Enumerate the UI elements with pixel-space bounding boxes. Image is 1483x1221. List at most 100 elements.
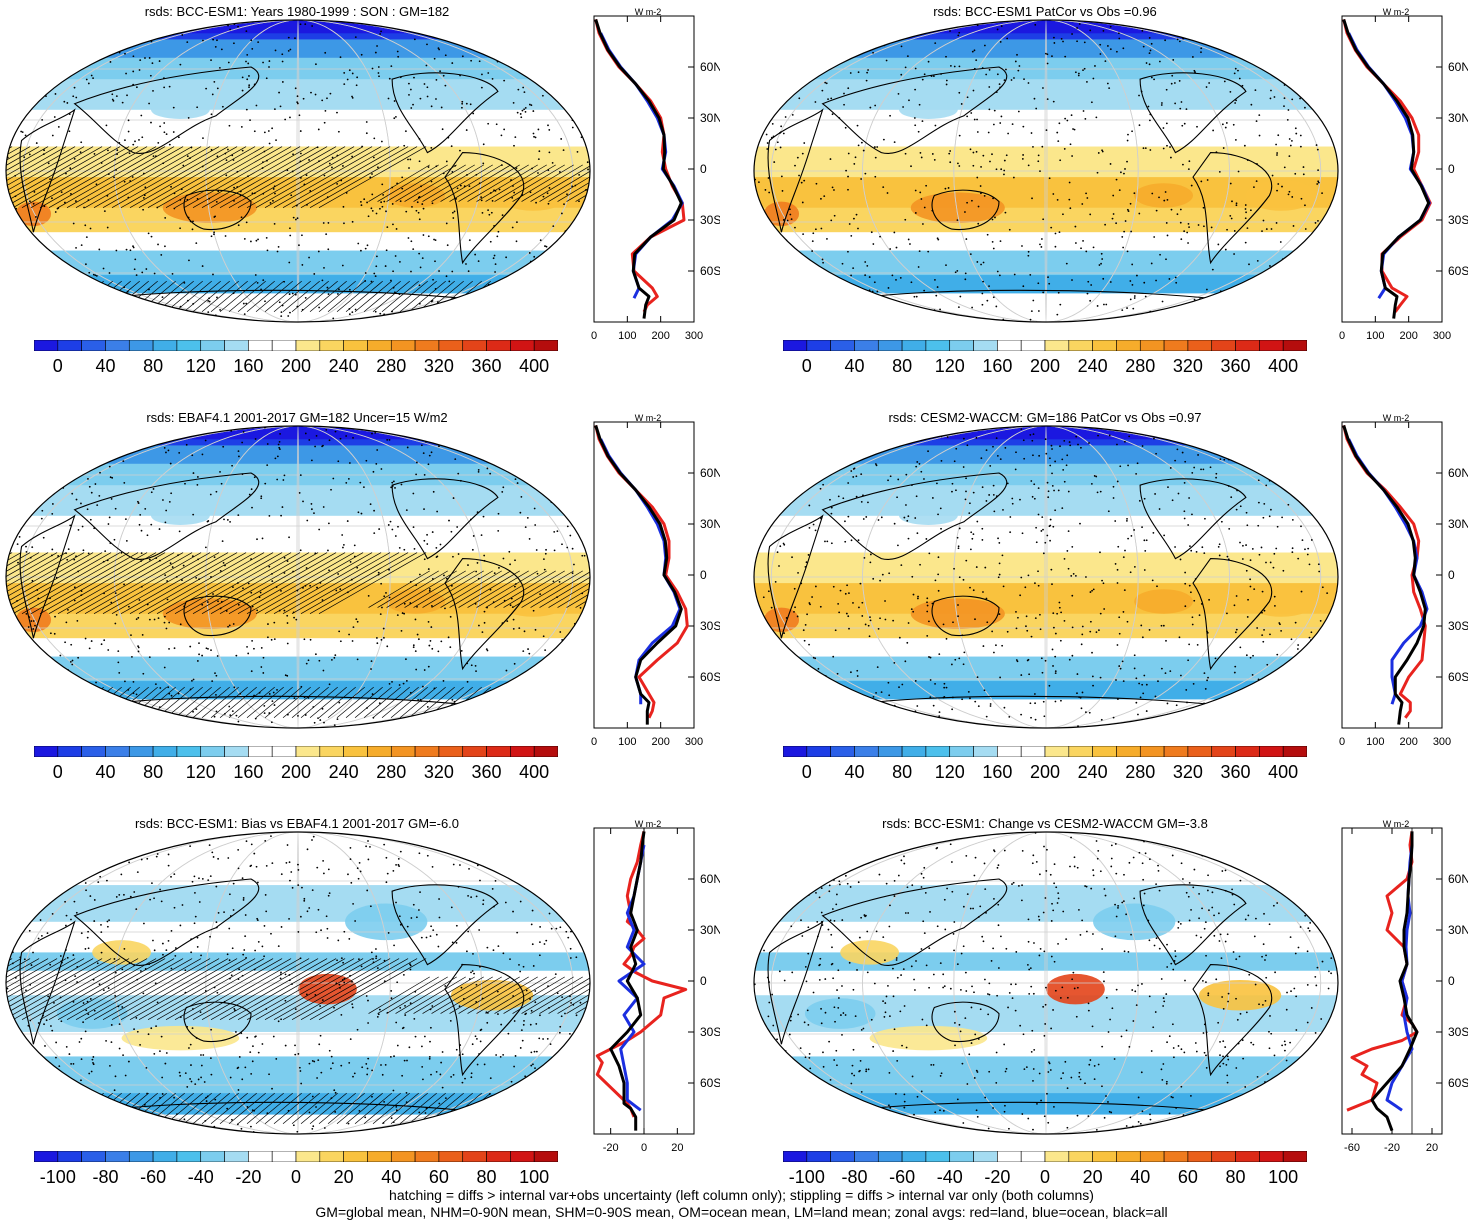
stipple-dot (1165, 88, 1168, 91)
stipple-dot (1317, 563, 1320, 566)
stipple-dot (873, 281, 876, 284)
stipple-dot (222, 561, 225, 564)
stipple-dot (1264, 293, 1266, 296)
stipple-dot (152, 155, 155, 158)
zonal-x-tick-label: 0 (1339, 330, 1345, 342)
stipple-dot (281, 60, 284, 63)
colorbar-box (248, 340, 273, 351)
stipple-dot (752, 139, 754, 141)
hatch-line (440, 164, 502, 202)
stipple-dot (226, 519, 229, 521)
stipple-dot (1235, 508, 1238, 511)
stipple-dot (371, 693, 374, 695)
stipple-dot (534, 990, 537, 992)
stipple-dot (959, 295, 962, 298)
stipple-dot (241, 441, 244, 444)
stipple-dot (872, 577, 875, 580)
stipple-dot (1126, 160, 1128, 163)
stipple-dot (1026, 629, 1029, 632)
stipple-dot (257, 1051, 260, 1054)
stipple-dot (418, 284, 421, 287)
stipple-dot (582, 52, 584, 55)
stipple-dot (214, 672, 216, 675)
stipple-dot (343, 83, 346, 86)
stipple-dot (530, 474, 533, 477)
stipple-dot (771, 729, 773, 730)
stipple-dot (1294, 621, 1297, 624)
stipple-dot (418, 252, 421, 255)
stipple-dot (546, 656, 549, 659)
stipple-dot (283, 609, 286, 612)
stipple-dot (1275, 143, 1277, 146)
hatch-line (165, 552, 274, 615)
stipple-dot (126, 1127, 129, 1130)
stipple-dot (210, 113, 213, 116)
hatch-line (458, 570, 520, 608)
stipple-dot (47, 162, 50, 165)
stipple-dot (25, 989, 27, 992)
stipple-dot (135, 274, 138, 277)
stipple-dot (406, 925, 409, 928)
stipple-dot (356, 76, 359, 79)
stipple-dot (534, 524, 537, 526)
stipple-dot (160, 254, 163, 256)
stipple-dot (1169, 670, 1172, 672)
stipple-dot (830, 703, 833, 706)
stipple-dot (270, 638, 273, 641)
stipple-dot (72, 1001, 75, 1003)
stipple-dot (241, 89, 244, 92)
map-band (6, 515, 590, 554)
stipple-dot (1048, 457, 1051, 460)
stipple-dot (1121, 236, 1124, 238)
stipple-dot (916, 705, 919, 707)
map-panel-5 (5, 831, 591, 1135)
stipple-dot (778, 97, 780, 99)
stipple-dot (313, 273, 316, 275)
colorbar-box (949, 340, 974, 351)
stipple-dot (546, 1037, 549, 1040)
stipple-dot (117, 661, 120, 664)
stipple-dot (936, 482, 938, 485)
stipple-dot (390, 65, 393, 68)
stipple-dot (487, 209, 489, 212)
stipple-dot (87, 947, 90, 950)
stipple-dot (960, 103, 963, 105)
stipple-dot (1141, 445, 1144, 447)
colorbar-box (224, 746, 249, 757)
stipple-dot (524, 1075, 527, 1078)
hatch-line (21, 280, 59, 313)
stipple-dot (881, 440, 884, 443)
colorbar-box (1044, 340, 1070, 351)
stipple-dot (1139, 696, 1142, 699)
stipple-dot (1245, 544, 1247, 546)
stipple-dot (1207, 676, 1209, 679)
stipple-dot (321, 707, 324, 710)
stipple-dot (853, 467, 856, 470)
stipple-dot (328, 683, 331, 686)
stipple-dot (844, 540, 847, 543)
zonal-line-all (594, 424, 683, 725)
stipple-dot (915, 495, 918, 498)
stipple-dot (65, 172, 67, 175)
stipple-dot (776, 509, 779, 512)
stipple-dot (360, 512, 363, 515)
stipple-dot (280, 1018, 283, 1021)
stipple-dot (298, 244, 300, 247)
stipple-dot (861, 27, 864, 29)
stipple-dot (62, 1108, 65, 1111)
stipple-dot (299, 23, 302, 26)
stipple-dot (764, 189, 767, 191)
stipple-dot (445, 275, 448, 278)
stipple-dot (1064, 117, 1067, 120)
stipple-dot (296, 1130, 299, 1133)
stipple-dot (6, 147, 9, 150)
stipple-dot (927, 60, 930, 63)
stipple-dot (440, 726, 443, 728)
stipple-dot (506, 456, 509, 459)
stipple-dot (538, 697, 540, 700)
stipple-dot (481, 631, 484, 633)
stipple-dot (774, 322, 776, 324)
stipple-dot (187, 318, 190, 320)
stipple-dot (754, 135, 755, 137)
stipple-dot (12, 20, 15, 23)
